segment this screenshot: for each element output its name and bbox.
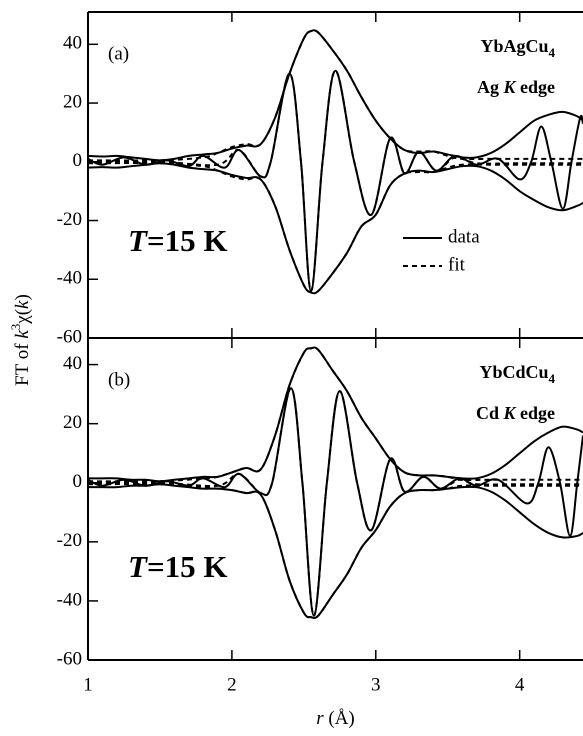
legend-label: fit bbox=[448, 254, 466, 275]
text-part: 3 bbox=[8, 324, 23, 331]
y-tick-label: 40 bbox=[63, 33, 82, 54]
y-tick-label: 20 bbox=[63, 412, 82, 433]
y-tick-label: -60 bbox=[57, 326, 82, 347]
x-tick-label: 3 bbox=[371, 674, 381, 695]
y-tick-label: -40 bbox=[57, 589, 82, 610]
text-part: K bbox=[502, 77, 517, 97]
series-line bbox=[88, 29, 583, 162]
plot-lines bbox=[88, 346, 583, 619]
text-part: Cd bbox=[476, 403, 504, 423]
text-part: k bbox=[12, 300, 33, 309]
legend-label: data bbox=[448, 226, 480, 247]
y-tick-label: -40 bbox=[57, 268, 82, 289]
text-part: edge bbox=[516, 403, 556, 423]
compound-label: YbCdCu4 bbox=[479, 362, 555, 386]
y-tick-label: 0 bbox=[73, 150, 83, 171]
y-tick-label: 20 bbox=[63, 91, 82, 112]
compound-label: YbAgCu4 bbox=[480, 36, 555, 60]
text-part: FT of bbox=[12, 339, 33, 386]
text-part: ) bbox=[12, 294, 33, 300]
x-tick-label: 2 bbox=[227, 674, 237, 695]
edge-label: Ag K edge bbox=[477, 77, 555, 97]
series-line bbox=[88, 162, 583, 295]
text-part: edge bbox=[516, 77, 556, 97]
text-part: K bbox=[502, 403, 517, 423]
temperature-label: T=15 K bbox=[128, 549, 227, 584]
text-part: χ( bbox=[12, 309, 33, 325]
text-part: YbCdCu bbox=[479, 362, 548, 382]
x-tick-label: 4 bbox=[515, 674, 525, 695]
temperature-label: T=15 K bbox=[128, 223, 227, 258]
text-part: 4 bbox=[549, 371, 556, 386]
text-part: YbAgCu bbox=[480, 36, 548, 56]
panel-label: (a) bbox=[108, 43, 129, 64]
text-part: 4 bbox=[549, 45, 556, 60]
y-axis-label: FT of k3χ(k) bbox=[8, 294, 33, 386]
edge-label: Cd K edge bbox=[476, 403, 555, 423]
series-line bbox=[88, 162, 583, 295]
panel-label: (b) bbox=[108, 369, 130, 390]
text-part: k bbox=[12, 330, 33, 339]
series-line bbox=[88, 483, 583, 619]
text-part: =15 K bbox=[147, 549, 228, 584]
plot-lines bbox=[88, 29, 583, 295]
y-tick-label: -60 bbox=[57, 648, 82, 669]
text-part: T bbox=[128, 549, 148, 584]
y-tick-label: 40 bbox=[63, 353, 82, 374]
text-part: =15 K bbox=[147, 223, 228, 258]
x-tick-label: 1 bbox=[83, 674, 93, 695]
text-part: T bbox=[128, 223, 148, 258]
text-part: Ag bbox=[477, 77, 504, 97]
series-line bbox=[88, 69, 583, 293]
series-line bbox=[88, 29, 583, 162]
series-line bbox=[88, 387, 583, 617]
y-tick-label: 0 bbox=[73, 471, 83, 492]
y-tick-label: -20 bbox=[57, 209, 82, 230]
text-part: (Å) bbox=[324, 708, 355, 729]
text-part: r bbox=[316, 708, 324, 729]
x-axis-label: r (Å) bbox=[316, 708, 355, 729]
y-tick-label: -20 bbox=[57, 530, 82, 551]
